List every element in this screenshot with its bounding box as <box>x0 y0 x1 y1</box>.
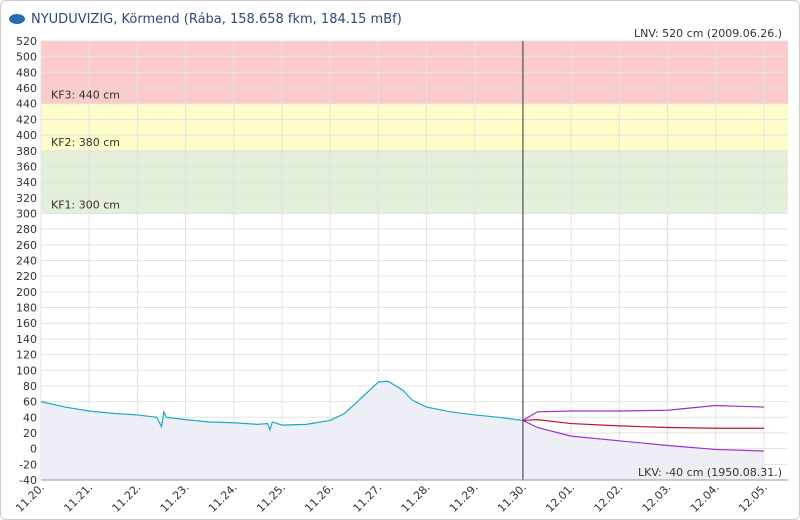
y-tick-label: 480 <box>16 66 37 79</box>
y-tick-label: 340 <box>16 176 37 189</box>
x-tick-label: 11.28. <box>399 481 433 515</box>
line <box>522 404 764 421</box>
x-tick-label: 11.29. <box>447 481 481 515</box>
x-tick-label: 11.25. <box>254 481 288 515</box>
y-tick-label: 420 <box>16 113 37 126</box>
band-label: KF1: 300 cm <box>51 198 120 211</box>
y-tick-label: 500 <box>16 51 37 64</box>
band-label: KF3: 440 cm <box>51 89 120 102</box>
y-tick-label: 280 <box>16 223 37 236</box>
y-tick-label: 40 <box>23 411 37 424</box>
y-tick-label: 260 <box>16 239 37 252</box>
y-tick-label: 400 <box>16 129 37 142</box>
x-tick-label: 12.03. <box>640 481 674 515</box>
y-tick-label: 20 <box>23 427 37 440</box>
y-tick-label: 100 <box>16 364 37 377</box>
y-tick-label: 380 <box>16 145 37 158</box>
area <box>522 420 764 480</box>
y-tick-label: 120 <box>16 349 37 362</box>
logo <box>9 14 25 24</box>
y-tick-label: -20 <box>19 458 37 471</box>
y-tick-label: 60 <box>23 396 37 409</box>
y-tick-label: 300 <box>16 207 37 220</box>
y-tick-label: 0 <box>30 443 37 456</box>
top-note: LNV: 520 cm (2009.06.26.) <box>634 27 782 40</box>
x-tick-label: 11.27. <box>351 481 385 515</box>
x-tick-label: 12.05. <box>736 481 770 515</box>
bottom-note: LKV: -40 cm (1950.08.31.) <box>638 466 782 479</box>
y-tick-label: 140 <box>16 333 37 346</box>
y-tick-label: 440 <box>16 98 37 111</box>
x-tick-label: 11.21. <box>61 481 95 515</box>
alert-band <box>41 103 788 151</box>
y-tick-label: 240 <box>16 255 37 268</box>
y-tick-label: 220 <box>16 270 37 283</box>
chart-title: NYUDUVIZIG, Körmend (Rába, 158.658 fkm, … <box>31 12 402 27</box>
line <box>522 419 764 452</box>
x-tick-label: 12.01. <box>543 481 577 515</box>
y-tick-label: -40 <box>19 474 37 487</box>
y-tick-label: 520 <box>16 35 37 48</box>
x-tick-label: 11.22. <box>110 481 144 515</box>
x-tick-label: 12.04. <box>688 481 722 515</box>
band-label: KF2: 380 cm <box>51 136 120 149</box>
y-tick-label: 360 <box>16 160 37 173</box>
x-tick-label: 12.02. <box>592 481 626 515</box>
y-tick-label: 460 <box>16 82 37 95</box>
y-tick-label: 160 <box>16 317 37 330</box>
x-tick-label: 11.23. <box>158 481 192 515</box>
y-tick-label: 320 <box>16 192 37 205</box>
y-tick-label: 80 <box>23 380 37 393</box>
x-tick-label: 11.30. <box>495 481 529 515</box>
y-tick-label: 200 <box>16 286 37 299</box>
x-tick-label: 11.26. <box>302 481 336 515</box>
line <box>522 419 764 429</box>
x-tick-label: 11.24. <box>206 481 240 515</box>
line <box>40 380 524 432</box>
y-tick-label: 180 <box>16 302 37 315</box>
area <box>41 381 523 480</box>
